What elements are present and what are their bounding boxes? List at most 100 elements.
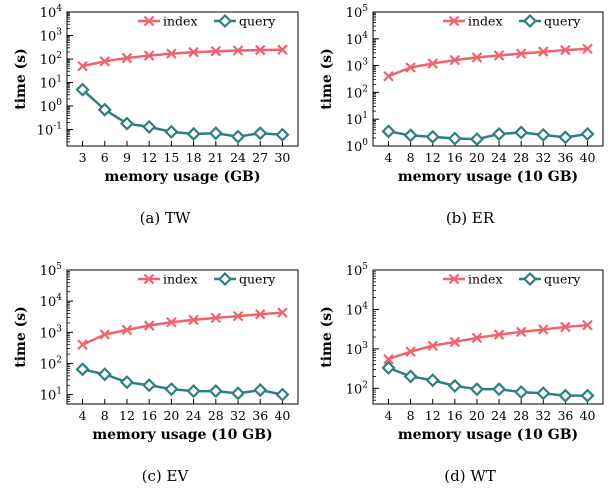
data-point-index: [143, 320, 155, 331]
data-point-index: [99, 329, 111, 340]
y-tick-label: 104: [40, 293, 63, 310]
legend-label-index: index: [163, 14, 198, 29]
caption-b: (b) ER: [445, 209, 495, 227]
x-tick-label: 24: [491, 408, 507, 423]
data-point-index: [143, 50, 155, 61]
y-tick-label: 101: [40, 75, 62, 92]
data-point-query: [492, 126, 507, 142]
chart-panel-0: 10-1 100 101 102 103 104 3 6 9 12 15 18 21 24 27 30 memo…: [13, 4, 299, 185]
x-tick-label: 36: [252, 408, 268, 423]
data-point-index: [254, 308, 266, 320]
x-axis-label: memory usage (GB): [105, 169, 261, 185]
data-point-query: [492, 382, 507, 397]
x-tick-label: 28: [208, 408, 224, 423]
series-line-index: [388, 47, 588, 78]
y-tick-label: 103: [40, 28, 63, 45]
data-point-query: [580, 388, 595, 403]
data-point-index: [560, 44, 571, 56]
data-point-query: [230, 129, 246, 144]
data-point-query: [97, 102, 112, 117]
y-tick-label: 102: [40, 355, 62, 372]
legend-label-query: query: [544, 272, 581, 287]
data-point-index: [515, 326, 527, 338]
data-point-query: [164, 124, 179, 139]
data-point-index: [471, 52, 483, 63]
series-line-query: [81, 88, 283, 138]
legend-label-query: query: [239, 272, 276, 287]
data-point-index: [582, 43, 593, 55]
legend-label-index: index: [468, 14, 503, 29]
x-tick-label: 24: [491, 150, 507, 165]
data-point-query: [425, 373, 440, 388]
x-tick-label: 8: [407, 150, 415, 165]
data-point-index: [166, 48, 177, 59]
data-point-query: [119, 375, 135, 390]
y-tick-label: 100: [346, 138, 369, 155]
x-tick-label: 40: [580, 150, 596, 165]
y-tick-label: 104: [40, 4, 63, 21]
data-point-index: [277, 307, 288, 318]
x-tick-label: 21: [208, 150, 224, 165]
series-line-query: [82, 368, 283, 396]
data-point-query: [275, 127, 290, 142]
data-point-query: [469, 382, 484, 397]
legend-marker-index: [448, 15, 460, 27]
y-axis-label: time (s): [13, 306, 29, 368]
y-axis-label: time (s): [319, 306, 335, 368]
plot-frame: [372, 11, 604, 147]
x-tick-label: 16: [447, 408, 463, 423]
x-axis-label: memory usage (10 GB): [398, 427, 578, 443]
data-point-index: [471, 332, 483, 344]
x-tick-label: 12: [119, 408, 135, 423]
data-point-query: [142, 119, 157, 134]
x-tick-label: 18: [186, 150, 202, 165]
legend-marker-query: [217, 13, 233, 29]
data-point-index: [232, 310, 244, 322]
legend-label-query: query: [239, 14, 276, 29]
data-point-query: [186, 384, 201, 399]
x-tick-label: 20: [163, 408, 179, 423]
data-point-query: [558, 130, 573, 145]
data-point-index: [383, 70, 394, 82]
data-point-index: [232, 45, 244, 56]
y-tick-label: 100: [40, 98, 63, 115]
y-tick-label: 103: [346, 341, 369, 358]
legend-marker-index: [448, 273, 460, 285]
x-tick-label: 4: [385, 408, 393, 423]
data-point-index: [560, 321, 571, 333]
legend-marker-index: [143, 15, 155, 27]
data-point-query: [142, 378, 157, 393]
data-point-query: [208, 126, 223, 141]
data-point-index: [427, 58, 438, 69]
x-tick-label: 20: [469, 408, 485, 423]
x-tick-label: 32: [230, 408, 246, 423]
legend-marker-index: [143, 273, 155, 285]
plot-frame: [66, 11, 299, 147]
x-tick-label: 8: [407, 408, 415, 423]
data-point-index: [383, 353, 394, 365]
data-point-query: [275, 387, 290, 402]
x-tick-label: 30: [274, 150, 290, 165]
chart-panel-1: 100 101 102 103 104 105 4 8 12 16 20 24 28 32 36 40memo…: [319, 4, 604, 185]
legend-marker-query: [217, 271, 233, 287]
data-point-index: [493, 329, 505, 340]
x-tick-label: 32: [535, 408, 551, 423]
data-point-query: [536, 127, 551, 142]
data-point-query: [208, 384, 223, 399]
x-tick-label: 40: [274, 408, 290, 423]
series-line-query: [388, 130, 588, 141]
x-tick-label: 16: [141, 408, 157, 423]
x-axis-label: memory usage (10 GB): [92, 427, 272, 443]
plot-frame: [372, 269, 604, 405]
y-tick-label: 101: [346, 111, 368, 128]
data-point-index: [210, 45, 222, 57]
legend-label-index: index: [163, 272, 198, 287]
x-tick-label: 24: [186, 408, 202, 423]
x-tick-label: 24: [230, 150, 246, 165]
data-point-query: [381, 360, 396, 375]
data-point-index: [582, 319, 593, 331]
data-point-index: [210, 312, 222, 324]
data-point-index: [515, 48, 527, 59]
